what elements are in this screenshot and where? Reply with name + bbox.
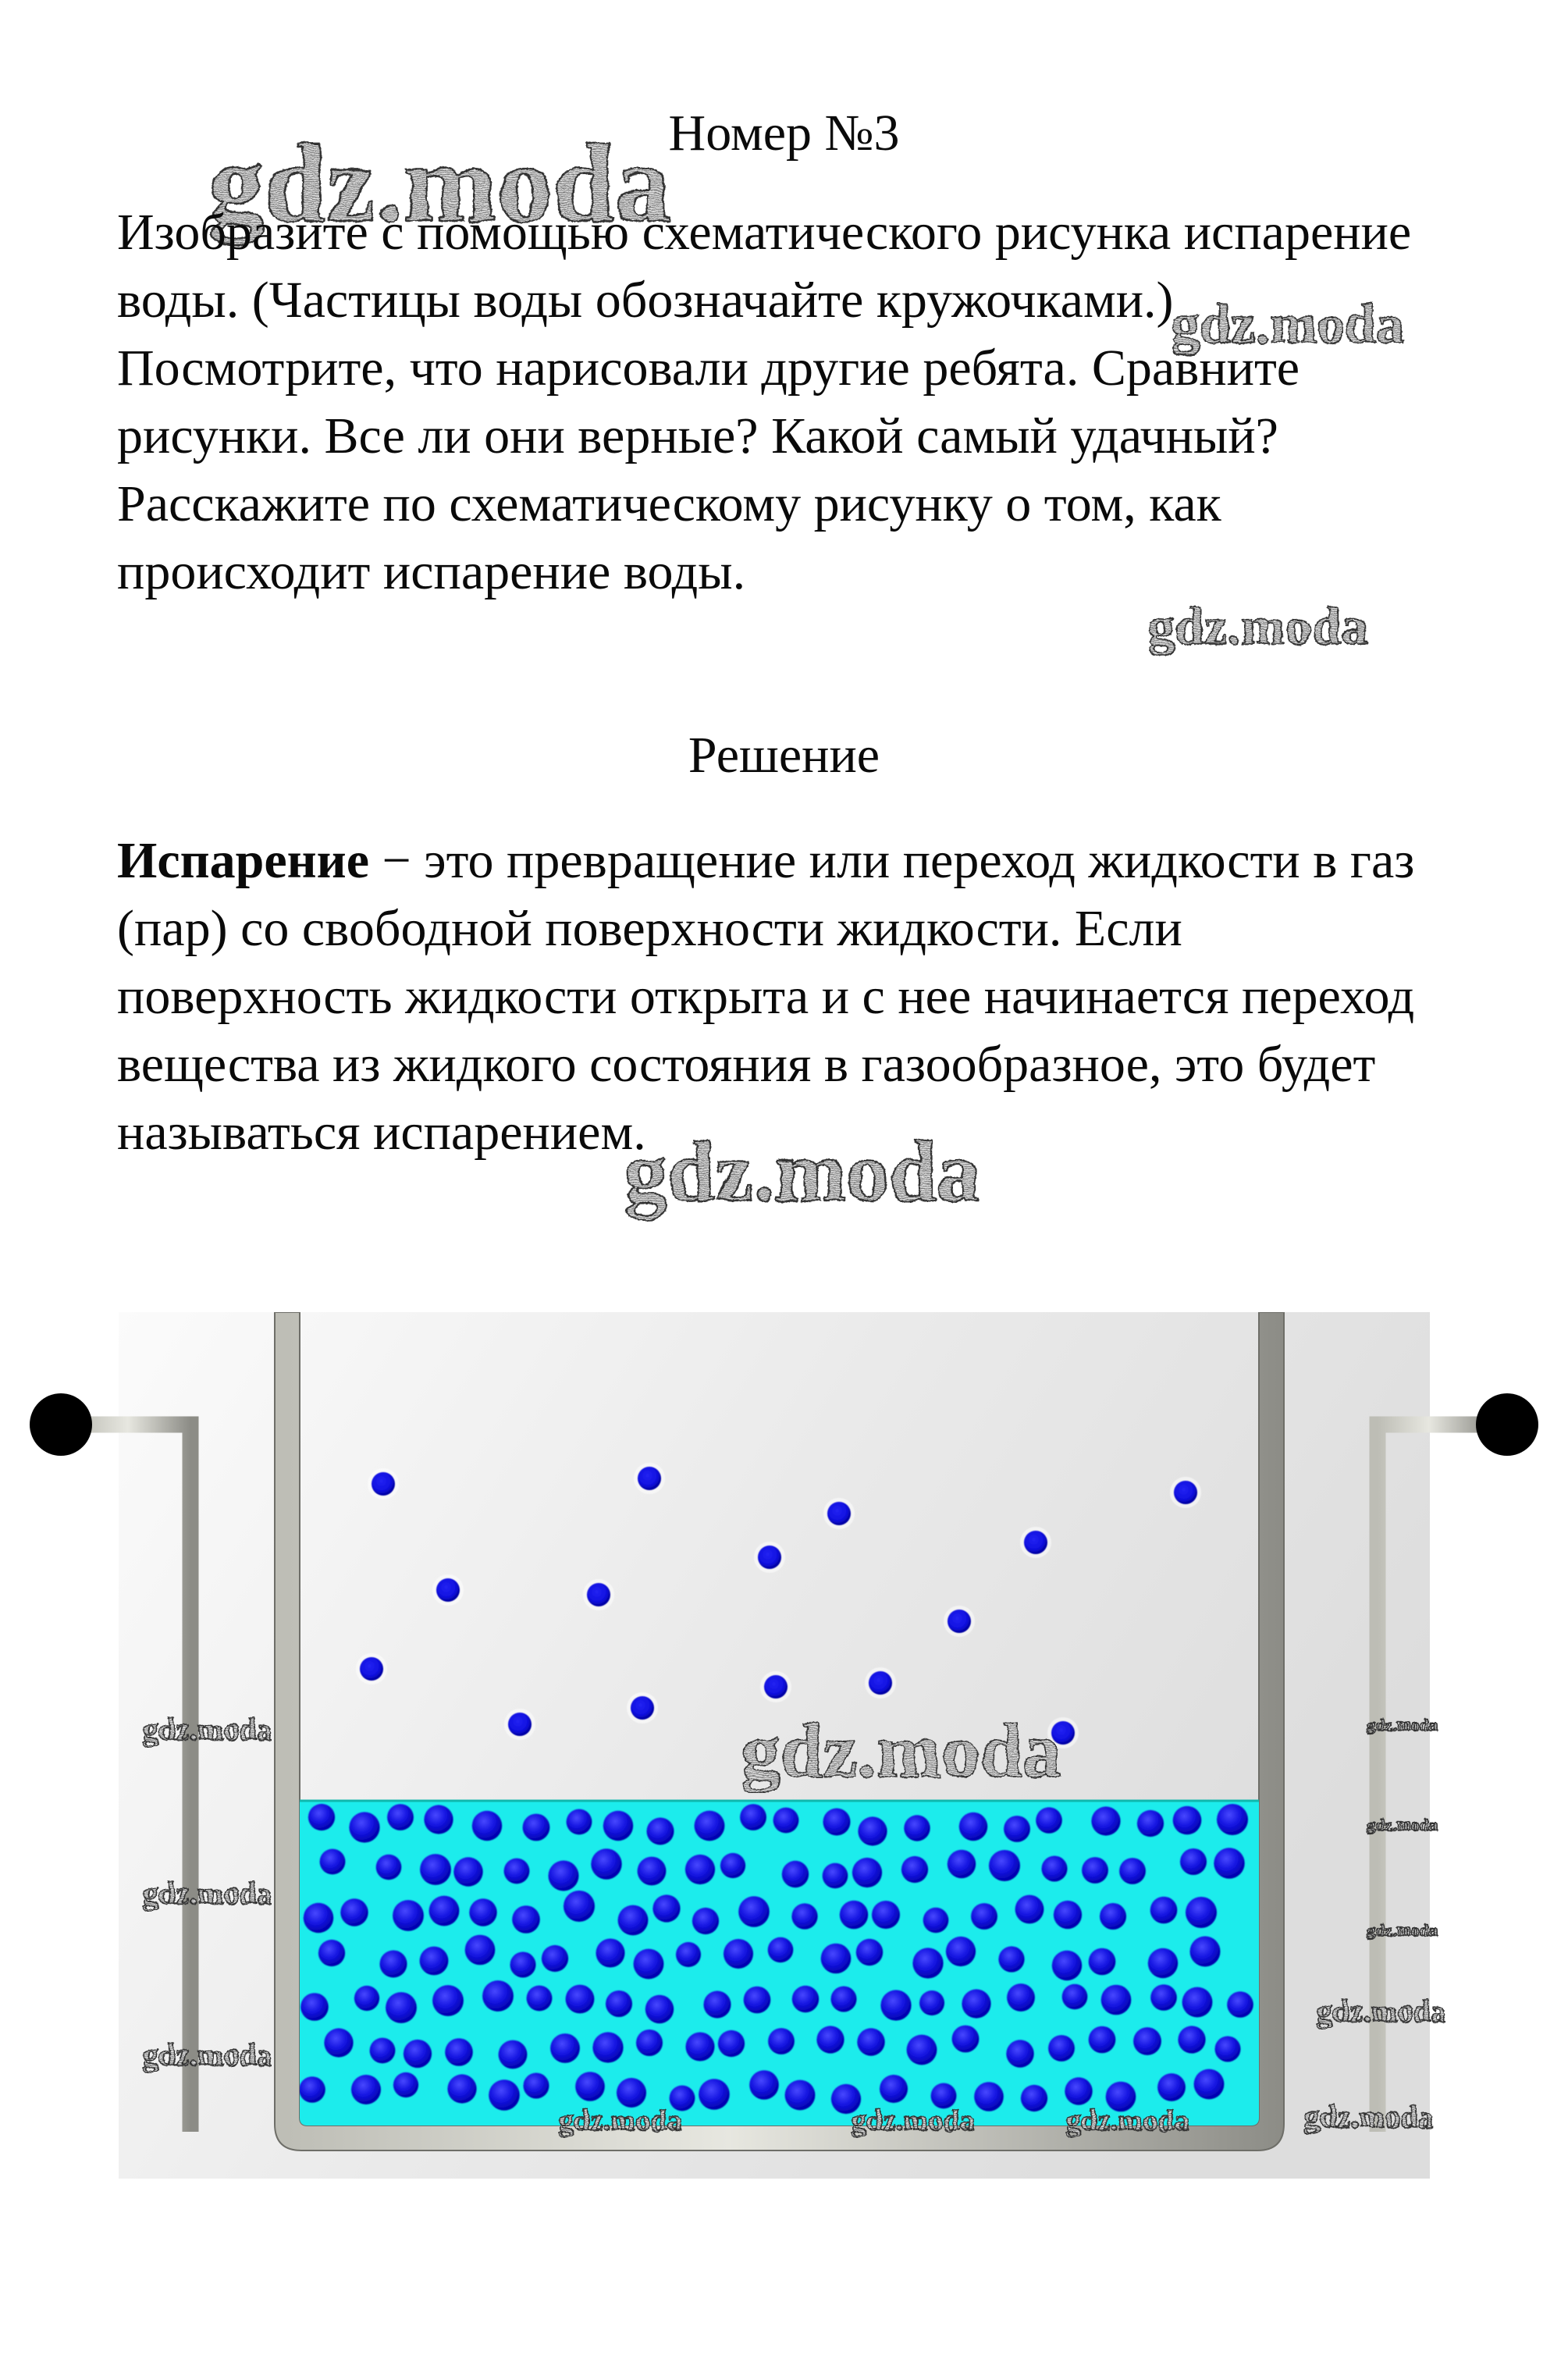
svg-text:gdz.moda: gdz.moda — [1148, 601, 1367, 656]
